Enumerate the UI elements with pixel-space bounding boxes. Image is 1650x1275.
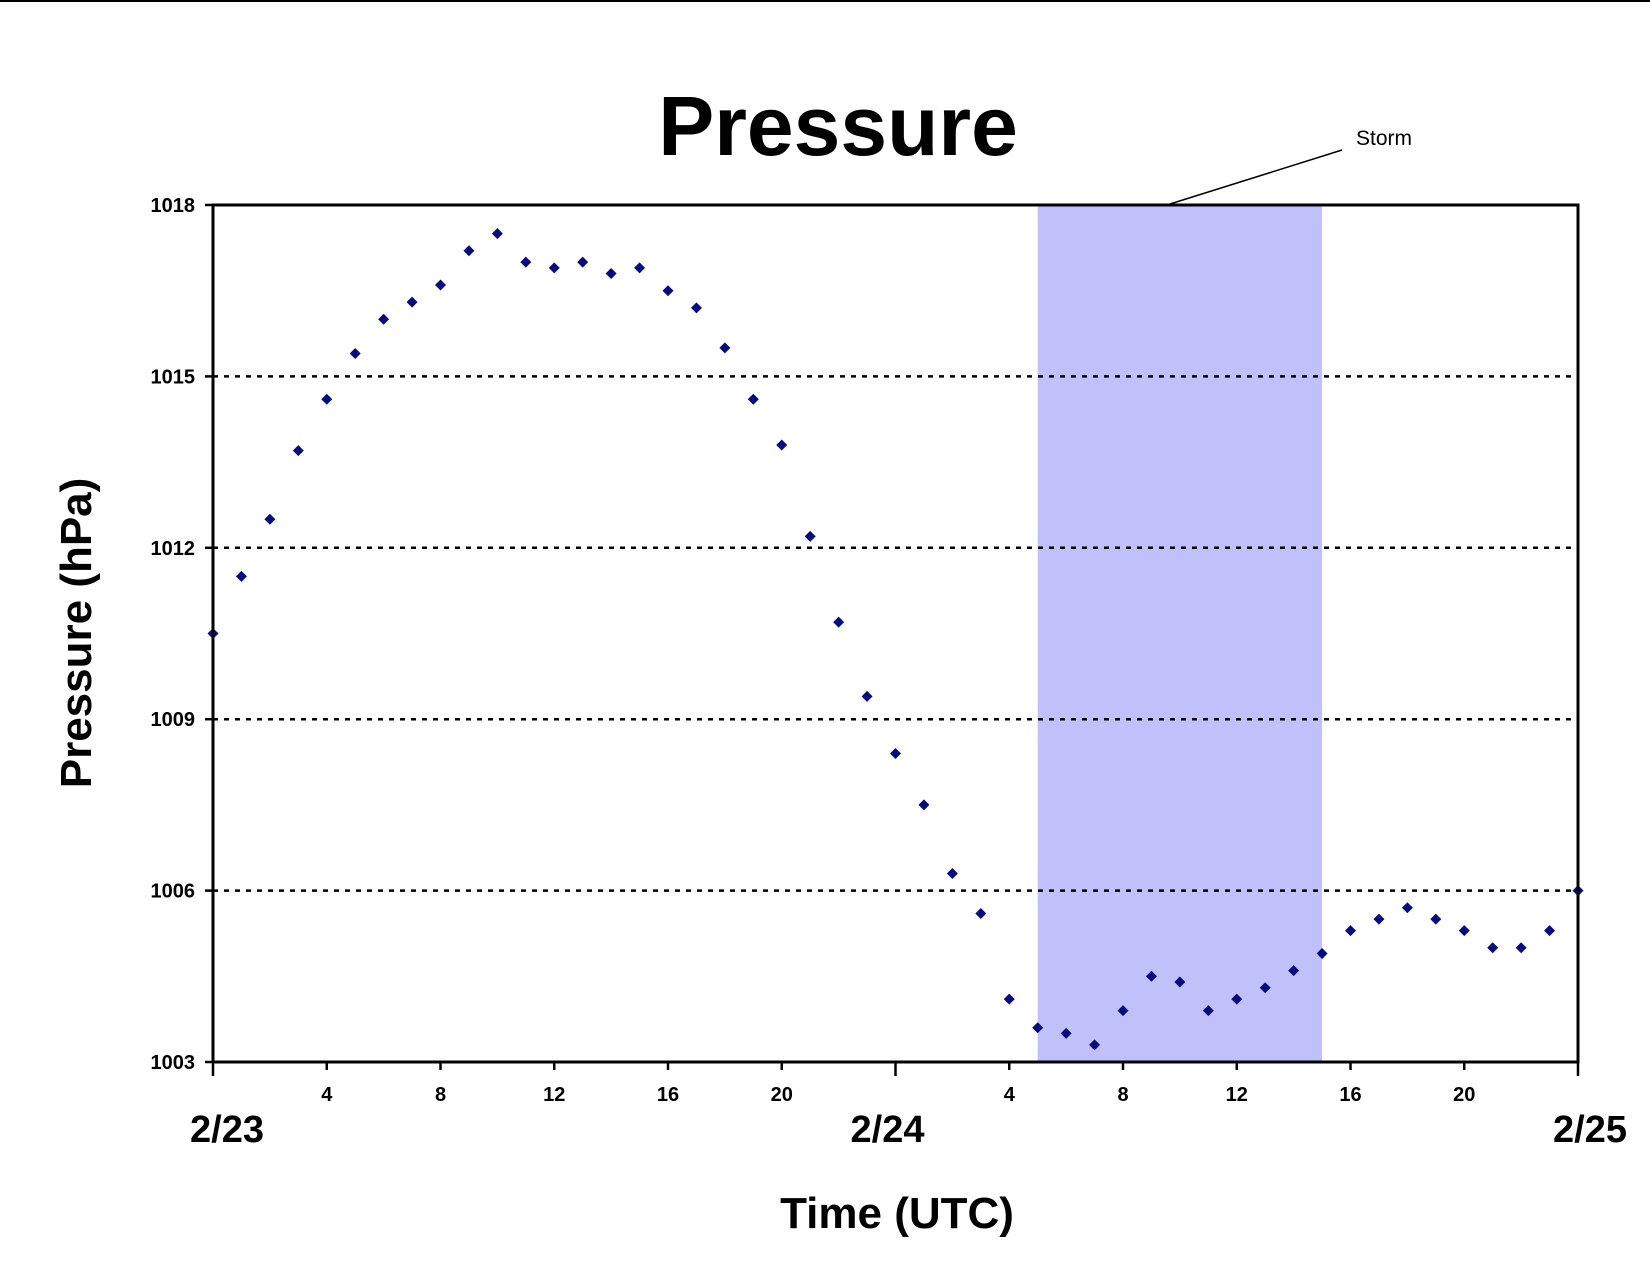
data-point (690, 302, 702, 314)
data-point (1430, 913, 1442, 925)
data-point (1060, 1027, 1072, 1039)
data-point (747, 393, 759, 405)
data-point (890, 747, 901, 759)
data-point (1145, 970, 1157, 982)
x-tick-label: 4 (1004, 1084, 1016, 1106)
y-tick-label: 1018 (151, 195, 196, 217)
data-point (605, 268, 617, 280)
storm-band-layer (1037, 205, 1323, 1062)
day-label: 2/23 (190, 1109, 264, 1151)
x-tick-label: 16 (657, 1084, 679, 1106)
data-point (235, 570, 247, 582)
data-point (406, 296, 418, 308)
day-labels: 2/23 2/24 2/25 (190, 1109, 1627, 1151)
data-point (1231, 993, 1243, 1005)
data-point (1117, 1005, 1129, 1017)
data-point (1259, 982, 1271, 994)
top-rule (0, 0, 1650, 2)
x-tick-label: 8 (1117, 1084, 1128, 1106)
data-point (1032, 1022, 1044, 1034)
chart-title: Pressure (658, 79, 1018, 173)
data-point (1458, 925, 1470, 937)
y-tick-label: 1012 (151, 538, 196, 560)
x-tick-label: 4 (321, 1084, 333, 1106)
data-point (634, 262, 646, 274)
storm-band (1037, 205, 1323, 1062)
data-point (491, 228, 503, 240)
data-point (1487, 942, 1499, 954)
x-tick-label: 20 (771, 1084, 793, 1106)
data-point (833, 616, 845, 628)
data-point (776, 439, 788, 451)
data-point (548, 262, 560, 274)
data-point (1345, 925, 1356, 937)
x-tick-label: 8 (435, 1084, 446, 1106)
data-point (1174, 976, 1186, 988)
data-point (1373, 913, 1385, 925)
data-point (378, 313, 390, 325)
data-point (1316, 947, 1328, 959)
data-point (463, 245, 475, 257)
y-tick-label: 1015 (151, 366, 196, 388)
data-point (435, 279, 446, 291)
data-point (719, 342, 731, 354)
data-point (1202, 1005, 1214, 1017)
data-point (918, 799, 930, 811)
data-point (264, 513, 276, 525)
storm-annotation-leader (1169, 149, 1343, 205)
data-point (1003, 993, 1015, 1005)
y-tick-label: 1009 (151, 709, 196, 731)
data-point (662, 285, 674, 297)
day-label: 2/25 (1553, 1109, 1627, 1151)
data-points (207, 228, 1584, 1051)
data-point (946, 867, 958, 879)
data-point (292, 445, 304, 457)
data-point (861, 690, 873, 702)
data-point (1544, 925, 1556, 937)
data-point (1089, 1039, 1101, 1051)
x-tick-label: 16 (1339, 1084, 1361, 1106)
data-point (577, 256, 589, 268)
y-axis-ticks: 1003 1006 1009 1012 1015 1018 (151, 195, 213, 1074)
storm-annotation-label: Storm (1356, 127, 1412, 150)
gridlines (213, 375, 1578, 892)
y-tick-label: 1006 (151, 881, 196, 903)
data-point (349, 348, 361, 360)
data-point (1401, 902, 1413, 914)
data-point (321, 393, 333, 405)
x-tick-label: 12 (543, 1084, 565, 1106)
y-axis-title: Pressure (hPa) (52, 478, 101, 789)
x-tick-label: 12 (1226, 1084, 1248, 1106)
data-point (1515, 942, 1527, 954)
data-point (804, 530, 816, 542)
data-point (520, 256, 532, 268)
data-point (975, 907, 987, 919)
plot-frame (211, 203, 1580, 1064)
x-axis-ticks: 4 8 12 16 20 4 8 12 16 20 (211, 1062, 1580, 1106)
data-point (1288, 965, 1300, 977)
x-axis-title: Time (UTC) (780, 1189, 1014, 1238)
y-tick-label: 1003 (151, 1052, 196, 1074)
x-tick-label: 20 (1453, 1084, 1475, 1106)
day-label: 2/24 (851, 1109, 925, 1151)
